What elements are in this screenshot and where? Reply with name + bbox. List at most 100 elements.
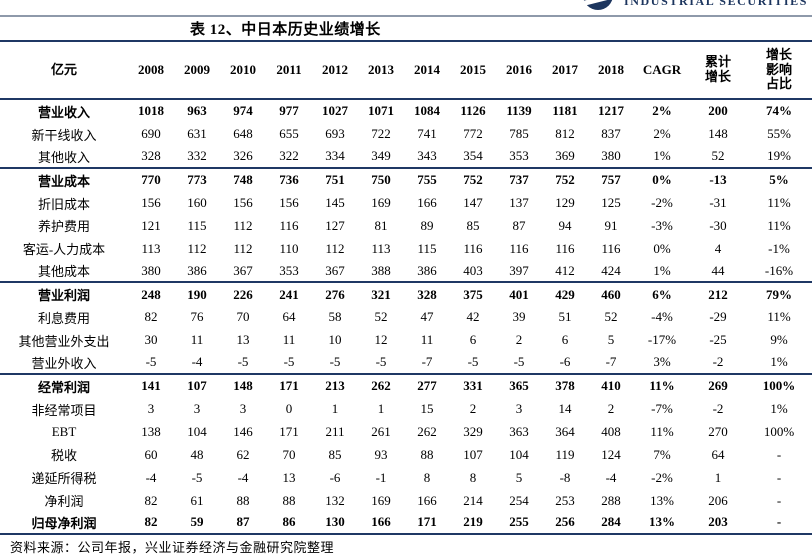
source-note: 资料来源：公司年报，兴业证券经济与金融研究院整理 bbox=[10, 540, 335, 555]
cell-year-value: 655 bbox=[279, 126, 299, 142]
cell-year-value: 112 bbox=[233, 240, 253, 256]
cell-year-value: 2 bbox=[607, 401, 615, 417]
cell-cagr-value: 11% bbox=[650, 423, 674, 439]
cell-year-value: -5 bbox=[283, 354, 295, 370]
table-row: 折旧成本 156 160 156 156 145 169 166 147 137 129 125 -2%… bbox=[0, 192, 812, 215]
cell-cumulative-value: -29 bbox=[709, 309, 727, 325]
performance-table: 亿元 2008 2009 2010 2011 2012 2013 2014 2015 2016 20… bbox=[0, 40, 812, 535]
cell-cumulative-value: -25 bbox=[709, 332, 727, 348]
cell-impact-value: 1% bbox=[770, 401, 788, 417]
cell-year-value: 748 bbox=[233, 172, 253, 188]
header-cell-year: 2013 bbox=[368, 61, 394, 77]
cell-year-value: 755 bbox=[417, 172, 437, 188]
cell-cagr-value: -4% bbox=[651, 309, 673, 325]
cell-cagr-value: 7% bbox=[653, 446, 671, 462]
header-cell-year: 2018 bbox=[598, 61, 624, 77]
cell-year-value: 424 bbox=[601, 262, 621, 278]
table-row: 净利润 82 61 88 88 132 169 166 214 254 253 288 13% 206 - bbox=[0, 489, 812, 512]
cell-year-value: 171 bbox=[279, 423, 299, 439]
cell-year-value: 690 bbox=[141, 126, 161, 142]
cell-cagr-value: -2% bbox=[651, 469, 673, 485]
cell-year-value: 253 bbox=[555, 492, 575, 508]
cell-cagr-value: 3% bbox=[653, 354, 671, 370]
cell-year-value: 112 bbox=[187, 240, 207, 256]
cell-year-value: 171 bbox=[417, 514, 437, 530]
cell-year-value: 156 bbox=[279, 195, 299, 210]
cell-impact-value: 9% bbox=[770, 332, 788, 348]
cell-year-value: 349 bbox=[371, 148, 391, 164]
brand-logo: INDUSTRIAL SECURITIES bbox=[581, 0, 808, 13]
cell-impact-value: -16% bbox=[764, 262, 794, 278]
cell-year-value: 332 bbox=[187, 148, 207, 164]
cell-year-value: 10 bbox=[328, 332, 342, 348]
table-row: 其他收入 328 332 326 322 334 349 343 354 353 369 380 1% 5… bbox=[0, 146, 812, 169]
cell-year-value: 121 bbox=[141, 217, 161, 233]
cell-year-value: 5 bbox=[607, 332, 615, 348]
cell-year-value: 460 bbox=[601, 286, 621, 302]
cell-year-value: 256 bbox=[555, 514, 575, 530]
cell-year-value: 397 bbox=[509, 262, 529, 278]
cell-year-value: 401 bbox=[509, 286, 529, 302]
cell-year-value: 52 bbox=[604, 309, 618, 325]
cell-year-value: 116 bbox=[555, 240, 575, 256]
cell-year-value: 87 bbox=[236, 514, 250, 530]
cell-year-value: 110 bbox=[279, 240, 299, 256]
cell-year-value: 88 bbox=[236, 492, 250, 508]
cell-year-value: 166 bbox=[417, 492, 437, 508]
cell-year-value: 13 bbox=[282, 469, 296, 485]
table-row: 其他营业外支出 30 11 13 11 10 12 11 6 2 6 5 -17% -25 9% bbox=[0, 329, 812, 352]
row-label: 经常利润 bbox=[37, 379, 90, 395]
cell-year-value: 148 bbox=[233, 378, 253, 394]
cell-year-value: 343 bbox=[417, 148, 437, 164]
cell-year-value: 39 bbox=[512, 309, 526, 325]
cell-year-value: 369 bbox=[555, 148, 575, 164]
cell-year-value: 147 bbox=[463, 195, 483, 210]
cell-impact-value: - bbox=[776, 446, 782, 462]
cell-year-value: 59 bbox=[190, 514, 204, 530]
cell-year-value: 3 bbox=[239, 401, 247, 417]
cell-year-value: -5 bbox=[191, 469, 203, 485]
cell-year-value: 156 bbox=[141, 195, 161, 210]
cell-year-value: 248 bbox=[141, 286, 161, 302]
cell-year-value: 241 bbox=[279, 286, 299, 302]
cell-cumulative-value: 52 bbox=[711, 148, 725, 164]
cell-year-value: 770 bbox=[141, 172, 161, 188]
row-label: 营业成本 bbox=[37, 173, 90, 189]
cell-year-value: 974 bbox=[233, 103, 253, 119]
table-row: 税收 60 48 62 70 85 93 88 107 104 119 124 7% 64 - bbox=[0, 443, 812, 466]
cell-cumulative-value: 270 bbox=[708, 423, 728, 439]
cell-year-value: 11 bbox=[420, 332, 434, 348]
cell-year-value: 736 bbox=[279, 172, 299, 188]
cell-cagr-value: 13% bbox=[649, 514, 675, 530]
table-body: 营业收入 1018 963 974 977 1027 1071 1084 1126 1139 118… bbox=[0, 100, 812, 535]
row-label: 净利润 bbox=[44, 494, 84, 510]
table-row: 递延所得税 -4 -5 -4 13 -6 -1 8 8 5 -8 -4 -2% 1 - bbox=[0, 466, 812, 489]
cell-year-value: 85 bbox=[466, 217, 480, 233]
cell-year-value: 213 bbox=[325, 378, 345, 394]
table-row: 养护费用 121 115 112 116 127 81 89 85 87 94 91 -3% -30 11% bbox=[0, 214, 812, 237]
cell-year-value: 750 bbox=[371, 172, 391, 188]
cell-year-value: 146 bbox=[233, 423, 253, 439]
cell-year-value: 137 bbox=[509, 195, 529, 210]
header-cell-year: 2014 bbox=[414, 61, 440, 77]
cell-year-value: 380 bbox=[141, 262, 161, 278]
cell-year-value: -6 bbox=[329, 469, 341, 485]
cell-year-value: 364 bbox=[555, 423, 575, 439]
cell-year-value: 380 bbox=[601, 148, 621, 164]
cell-cumulative-value: 64 bbox=[711, 446, 725, 462]
cell-year-value: -5 bbox=[145, 354, 157, 370]
header-cell-year: 2015 bbox=[460, 61, 486, 77]
cell-cagr-value: 2% bbox=[652, 103, 672, 119]
cell-impact-value: 1% bbox=[770, 354, 788, 370]
page-header-divider bbox=[0, 15, 812, 17]
cell-impact-value: 79% bbox=[766, 286, 792, 302]
cell-year-value: 1018 bbox=[138, 103, 164, 119]
table-header-row: 亿元 2008 2009 2010 2011 2012 2013 2014 2015 2016 20… bbox=[0, 42, 812, 100]
cell-year-value: 1217 bbox=[598, 103, 624, 119]
cell-impact-value: 74% bbox=[766, 103, 792, 119]
cell-year-value: 116 bbox=[463, 240, 483, 256]
cell-year-value: 171 bbox=[279, 378, 299, 394]
cell-year-value: 48 bbox=[190, 446, 204, 462]
cell-year-value: -6 bbox=[559, 354, 571, 370]
cell-year-value: 47 bbox=[420, 309, 434, 325]
